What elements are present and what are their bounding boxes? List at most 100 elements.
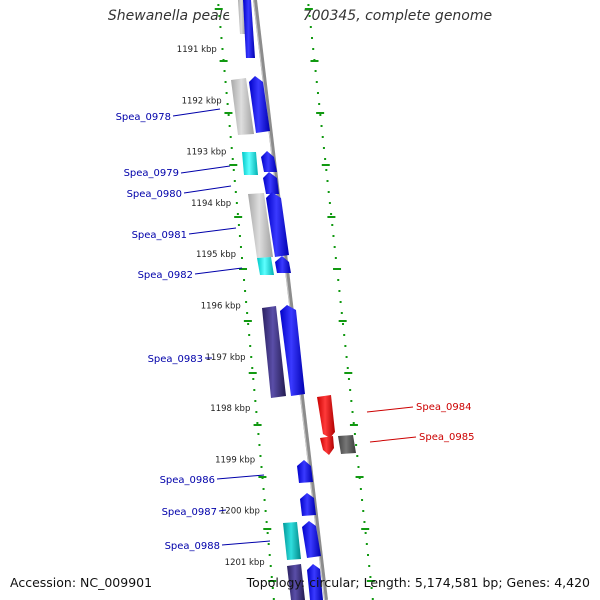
ruler-dot xyxy=(252,378,255,380)
ruler-dot xyxy=(217,4,220,6)
ruler-dot xyxy=(368,565,371,567)
ruler-dot xyxy=(327,191,330,193)
label-spea-0988: Spea_0988 xyxy=(165,541,220,552)
ruler-tick-label: 1200 kbp xyxy=(220,507,260,517)
leader-spea-0981 xyxy=(188,227,237,235)
ruler-tick-label: 1199 kbp xyxy=(215,455,255,465)
ruler-tick xyxy=(234,216,243,218)
ruler-tick-label: 1197 kbp xyxy=(206,353,246,363)
ruler-tick xyxy=(366,580,375,582)
gene-features xyxy=(231,0,356,600)
gene-spea-0986-cds xyxy=(297,460,313,483)
ruler-tick xyxy=(327,216,336,218)
ruler-dot xyxy=(230,147,233,149)
ruler-dot xyxy=(258,444,261,446)
leader-spea-0980 xyxy=(183,185,232,194)
ruler-dot xyxy=(219,26,222,28)
gene-spea-0987-cds xyxy=(300,493,316,516)
gene-spea-0983-paired xyxy=(262,306,286,398)
ruler-inner-dots xyxy=(217,4,275,600)
label-spea-0979: Spea_0979 xyxy=(124,168,179,179)
ruler-dot xyxy=(262,488,265,490)
gene-partial-top-gray xyxy=(238,0,245,34)
leader-spea-0978 xyxy=(172,108,221,117)
ruler-dot xyxy=(337,279,340,281)
ruler-dot xyxy=(265,521,268,523)
label-spea-0986: Spea_0986 xyxy=(160,475,215,486)
ruler-dot xyxy=(226,103,229,105)
ruler-dot xyxy=(232,169,235,171)
gene-labels: Spea_0978 Spea_0979 Spea_0980 Spea_0981 … xyxy=(116,108,474,552)
ruler-dot xyxy=(312,48,315,50)
ruler-dot xyxy=(325,169,328,171)
ruler-tick-label: 1198 kbp xyxy=(210,404,250,414)
gene-spea-0981-cds xyxy=(266,192,289,257)
ruler-tick xyxy=(248,372,257,374)
ruler-dot xyxy=(326,180,329,182)
leader-spea-0984 xyxy=(366,406,414,413)
ruler-tick xyxy=(338,320,347,322)
label-spea-0981: Spea_0981 xyxy=(132,230,187,241)
ruler-tick xyxy=(253,424,262,426)
ruler-dot xyxy=(269,565,272,567)
label-spea-0982: Spea_0982 xyxy=(138,270,193,281)
label-spea-0980: Spea_0980 xyxy=(127,189,182,200)
gene-spea-0982-paired xyxy=(257,257,274,275)
ruler-dot xyxy=(227,114,230,116)
ruler-tick xyxy=(243,320,252,322)
gene-spea-0979-cds xyxy=(261,151,277,172)
ruler-dot xyxy=(355,444,358,446)
ruler-dot xyxy=(343,334,346,336)
ruler-dot xyxy=(229,136,232,138)
ruler-dot xyxy=(233,180,236,182)
ruler-dot xyxy=(255,411,258,413)
gene-partial-bottom-blue xyxy=(307,564,323,600)
ruler-tick xyxy=(349,424,358,426)
ruler-tick-marks xyxy=(214,8,375,582)
ruler-dot xyxy=(340,312,343,314)
ruler-dot xyxy=(245,301,248,303)
ruler-dot xyxy=(346,367,349,369)
ruler-dot xyxy=(244,290,247,292)
ruler-tick-label: 1201 kbp xyxy=(225,558,265,568)
ruler-dot xyxy=(365,543,368,545)
leader-spea-0985 xyxy=(369,436,417,443)
ruler-tick xyxy=(219,60,228,62)
ruler-dot xyxy=(259,455,262,457)
ruler-tick xyxy=(361,528,370,530)
ruler-dot xyxy=(320,125,323,127)
gene-spea-0978-paired xyxy=(231,78,254,135)
ruler-dot xyxy=(308,15,311,17)
ruler-tick xyxy=(316,112,325,114)
ruler-dot xyxy=(248,334,251,336)
ruler-dot xyxy=(357,466,360,468)
ruler-dot xyxy=(319,114,322,116)
ruler-dot xyxy=(350,400,353,402)
ruler-dot xyxy=(257,433,260,435)
gene-spea-0979-paired xyxy=(242,152,258,175)
leader-spea-0987 xyxy=(218,509,227,512)
gene-spea-0988-paired xyxy=(283,522,301,560)
gene-spea-0978-cds xyxy=(249,76,270,133)
ruler-dot xyxy=(356,455,359,457)
ruler-dot xyxy=(235,202,238,204)
ruler-dot xyxy=(314,70,317,72)
gene-spea-0982-cds xyxy=(275,256,291,273)
ruler-dot xyxy=(240,257,243,259)
ruler-dot xyxy=(332,235,335,237)
ruler-dot xyxy=(362,510,365,512)
ruler-dot xyxy=(330,213,333,215)
ruler-dot xyxy=(249,345,252,347)
ruler-tick xyxy=(229,164,238,166)
label-spea-0983: Spea_0983 xyxy=(148,354,203,365)
ruler-tick xyxy=(344,372,353,374)
ruler-dot xyxy=(351,411,354,413)
leader-spea-0986 xyxy=(216,474,265,480)
ruler-dot xyxy=(322,147,325,149)
ruler-dot xyxy=(266,532,269,534)
ruler-dot xyxy=(321,136,324,138)
ruler-dot xyxy=(353,433,356,435)
gene-partial-bottom-navy xyxy=(287,564,305,600)
gene-spea-0985-cds xyxy=(320,436,334,455)
leader-spea-0988 xyxy=(221,540,271,546)
